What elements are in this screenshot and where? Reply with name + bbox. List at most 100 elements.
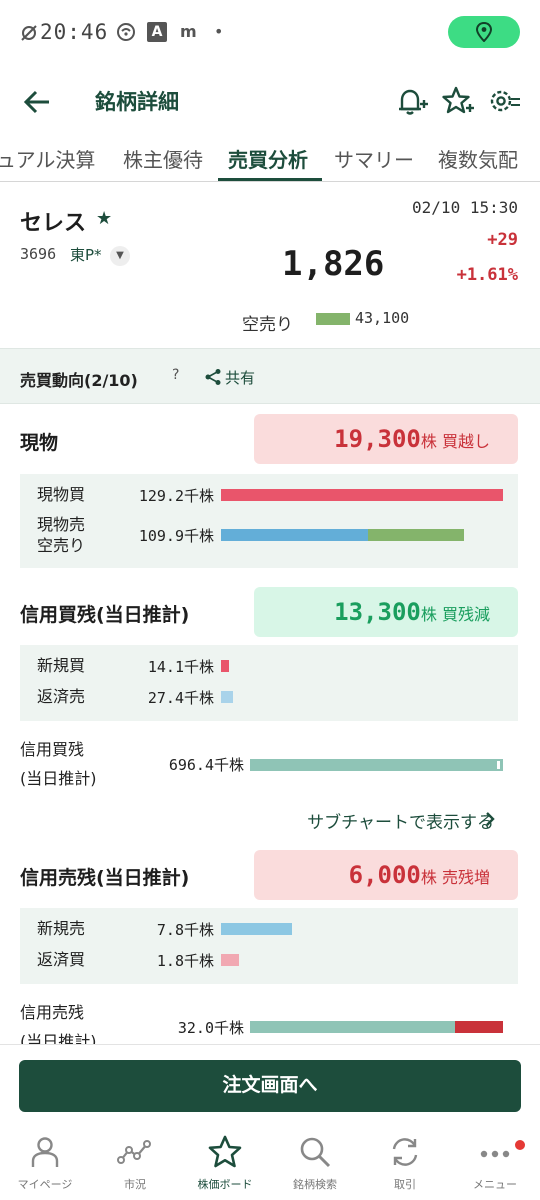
margin-buy-change-unit: 株 (420, 605, 437, 624)
margin-sell-increase-bar (455, 1021, 503, 1033)
margin-buy-box: 新規買 14.1千株 返済売 27.4千株 (20, 645, 518, 721)
tab-dual-earnings[interactable]: ュアル決算 (0, 148, 96, 172)
order-screen-button[interactable]: 注文画面へ (19, 1060, 521, 1112)
share-button[interactable]: 共有 (225, 369, 256, 387)
dot-icon: • (214, 22, 224, 41)
trading-trend-header: 売買動向(2/10) ? 共有 (0, 348, 540, 404)
market-selector[interactable]: 東P* (70, 246, 102, 264)
repay-sell-value: 27.4千株 (147, 689, 214, 707)
cash-buy-value: 129.2千株 (138, 487, 214, 505)
margin-sell-change-value: 6,000 (348, 861, 421, 889)
share-icon[interactable] (204, 368, 222, 386)
nav-menu-label: メニュー (473, 1178, 517, 1191)
favorite-star-icon[interactable]: ★ (96, 208, 113, 229)
short-sell-bar (316, 313, 350, 325)
short-sell-stack-bar (368, 529, 464, 541)
price-change: +29 (487, 230, 518, 250)
nav-trade[interactable]: 取引 (360, 1128, 450, 1200)
repay-sell-bar (221, 691, 233, 703)
cash-buy-label: 現物買 (37, 485, 86, 504)
margin-buy-balance-label: 信用買残 (20, 740, 85, 759)
margin-buy-balance-bar (250, 759, 503, 771)
notification-badge (515, 1140, 525, 1150)
location-pin-icon (475, 22, 493, 42)
search-icon (300, 1137, 331, 1168)
new-buy-value: 14.1千株 (147, 658, 214, 676)
status-bar: 20:46 A m • (0, 0, 540, 66)
bell-add-icon[interactable] (394, 84, 430, 120)
nav-menu[interactable]: メニュー (450, 1128, 540, 1200)
margin-sell-balance-bar (250, 1021, 455, 1033)
stock-code: 3696 (20, 245, 57, 263)
more-dots-icon (480, 1150, 510, 1158)
subchart-link[interactable]: サブチャートで表示する (307, 813, 494, 833)
nav-stock-search-label: 銘柄検索 (293, 1178, 337, 1191)
short-sell-label: 空売り (242, 315, 293, 335)
help-icon[interactable]: ? (172, 367, 180, 383)
cash-trade-box: 現物買 129.2千株 現物売 空売り 109.9千株 (20, 474, 518, 568)
person-icon (31, 1137, 59, 1167)
status-time: 20:46 (40, 20, 109, 44)
margin-sell-balance-value: 32.0千株 (177, 1019, 244, 1037)
margin-sell-box: 新規売 7.8千株 返済買 1.8千株 (20, 908, 518, 984)
nav-stock-board[interactable]: 株価ボード (180, 1128, 270, 1200)
margin-buy-balance-sublabel: (当日推計) (20, 769, 97, 788)
trade-cycle-icon (392, 1138, 418, 1166)
back-arrow-icon[interactable] (22, 86, 54, 118)
app-header: 銘柄詳細 (0, 72, 540, 132)
settings-icon[interactable] (486, 84, 522, 120)
new-sell-bar (221, 923, 292, 935)
cash-net-direction: 買越し (441, 432, 490, 451)
nav-mypage[interactable]: マイページ (0, 1128, 90, 1200)
a-badge-icon: A (147, 22, 167, 42)
nav-market[interactable]: 市況 (90, 1128, 180, 1200)
tab-multi-quotes[interactable]: 複数気配 (438, 148, 518, 172)
link-chevron-icon[interactable] (484, 811, 496, 827)
new-buy-bar (221, 660, 229, 672)
star-add-icon[interactable] (440, 84, 476, 120)
stock-price: 1,826 (282, 244, 385, 284)
tab-summary[interactable]: サマリー (334, 148, 414, 172)
cash-sell-label: 現物売 (37, 515, 86, 534)
cash-sell-value: 109.9千株 (138, 527, 214, 545)
repay-sell-label: 返済売 (37, 687, 86, 706)
short-sell-value: 43,100 (355, 309, 410, 327)
nav-market-label: 市況 (124, 1178, 146, 1191)
new-sell-label: 新規売 (37, 919, 86, 938)
wifi-icon (117, 23, 135, 41)
bottom-nav: マイページ 市況 株価ボード 銘柄検索 取引 (0, 1128, 540, 1200)
margin-buy-balance-value: 696.4千株 (168, 756, 244, 774)
new-sell-value: 7.8千株 (156, 921, 214, 939)
active-tab-indicator (218, 178, 322, 181)
margin-buy-change-value: 13,300 (334, 598, 421, 626)
app-icon: m (180, 22, 197, 41)
nav-trade-label: 取引 (394, 1178, 416, 1191)
cash-trade-title: 現物 (20, 432, 59, 454)
location-indicator[interactable] (448, 16, 520, 48)
repay-buy-label: 返済買 (37, 950, 86, 969)
page-title: 銘柄詳細 (95, 90, 179, 114)
nav-stock-search[interactable]: 銘柄検索 (270, 1128, 360, 1200)
chevron-down-icon[interactable]: ▼ (110, 246, 130, 266)
margin-sell-change-direction: 売残増 (441, 868, 490, 887)
tab-trading-analysis[interactable]: 売買分析 (228, 148, 308, 172)
new-buy-label: 新規買 (37, 656, 86, 675)
price-change-percent: +1.61% (456, 265, 518, 285)
repay-buy-value: 1.8千株 (156, 952, 214, 970)
tab-bar: ュアル決算 株主優待 売買分析 サマリー 複数気配 (0, 134, 540, 182)
cash-net-pill: 19,300株 買越し (254, 414, 518, 464)
margin-buy-change-direction: 買残減 (441, 605, 490, 624)
nav-mypage-label: マイページ (17, 1178, 73, 1191)
cash-net-unit: 株 (420, 432, 437, 451)
nav-stock-board-label: 株価ボード (197, 1178, 253, 1191)
order-button-area: 注文画面へ (0, 1044, 540, 1128)
cash-buy-bar (221, 489, 503, 501)
margin-buy-title: 信用買残(当日推計) (20, 604, 190, 626)
cash-sell-bar (221, 529, 368, 541)
tab-shareholder-benefits[interactable]: 株主優待 (123, 148, 203, 172)
star-board-icon (208, 1135, 242, 1168)
no-sim-icon (21, 25, 37, 41)
margin-sell-change-unit: 株 (420, 868, 437, 887)
stock-name: セレス (20, 211, 87, 236)
margin-sell-pill: 6,000株 売残増 (254, 850, 518, 900)
